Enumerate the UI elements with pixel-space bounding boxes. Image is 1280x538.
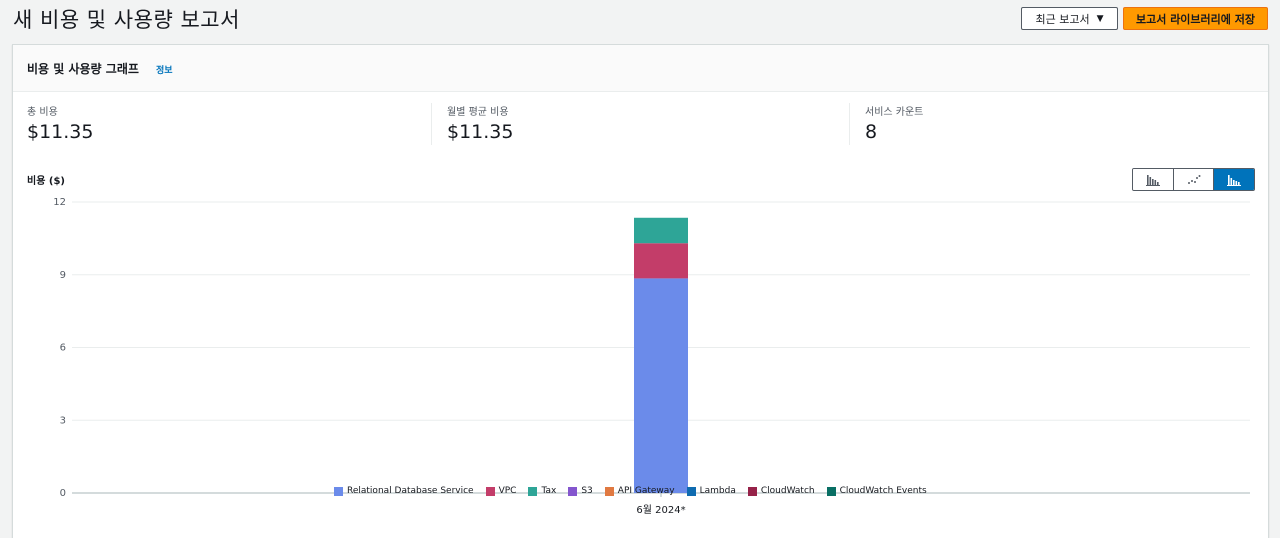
- bar-segment-vpc[interactable]: [634, 243, 688, 279]
- x-tick-label: 6월 2024*: [636, 504, 685, 516]
- metric-value: 8: [865, 121, 878, 143]
- bar-chart-icon: [1145, 174, 1160, 186]
- metric-service-count: 서비스 카운트 8: [865, 103, 923, 143]
- chart-legend: Relational Database Service VPC Tax S3 API G…: [334, 486, 939, 496]
- legend-label: Relational Database Service: [347, 486, 474, 496]
- legend-item[interactable]: Lambda: [686, 486, 736, 496]
- page-title: 새 비용 및 사용량 보고서: [13, 8, 240, 32]
- metric-monthly-average: 월별 평균 비용 $11.35: [447, 103, 513, 143]
- metric-divider: [849, 103, 850, 145]
- panel-title: 비용 및 사용량 그래프: [27, 62, 139, 76]
- metric-value: $11.35: [447, 121, 514, 143]
- y-tick-label: 6: [60, 343, 66, 354]
- legend-item[interactable]: VPC: [485, 486, 517, 496]
- legend-label: CloudWatch Events: [839, 486, 927, 496]
- legend-item[interactable]: CloudWatch: [747, 486, 815, 496]
- legend-swatch: [568, 486, 578, 496]
- legend-swatch: [528, 486, 538, 496]
- legend-label: API Gateway: [617, 486, 675, 496]
- legend-label: VPC: [498, 486, 517, 496]
- legend-label: S3: [581, 486, 593, 496]
- metric-label: 서비스 카운트: [865, 107, 924, 118]
- legend-swatch: [604, 486, 614, 496]
- legend-swatch: [747, 486, 757, 496]
- legend-swatch: [485, 486, 495, 496]
- legend-label: CloudWatch: [760, 486, 815, 496]
- legend-item[interactable]: Tax: [528, 486, 556, 496]
- chart-y-axis-label: 비용 ($): [27, 176, 65, 187]
- bar-chart-button[interactable]: [1133, 169, 1174, 190]
- metric-total-cost: 총 비용 $11.35: [27, 103, 93, 143]
- legend-label: Lambda: [699, 486, 736, 496]
- y-tick-label: 9: [60, 270, 66, 281]
- y-tick-label: 12: [53, 197, 66, 208]
- chart-type-toggle: [1132, 168, 1255, 191]
- panel-header: 비용 및 사용량 그래프 정보: [13, 45, 1268, 92]
- line-chart-icon: [1187, 174, 1200, 184]
- stacked-bar-chart-button[interactable]: [1214, 169, 1254, 190]
- legend-swatch: [826, 486, 836, 496]
- metric-divider: [431, 103, 432, 145]
- recent-reports-dropdown[interactable]: 최근 보고서 ▼: [1021, 7, 1118, 30]
- metric-value: $11.35: [27, 121, 94, 143]
- info-link[interactable]: 정보: [156, 66, 173, 76]
- legend-label: Tax: [541, 486, 557, 496]
- line-chart-button[interactable]: [1173, 169, 1215, 190]
- legend-item[interactable]: CloudWatch Events: [826, 486, 927, 496]
- y-tick-label: 0: [60, 488, 66, 499]
- recent-reports-label: 최근 보고서: [1035, 12, 1090, 26]
- legend-item[interactable]: API Gateway: [604, 486, 675, 496]
- caret-down-icon: ▼: [1096, 13, 1104, 24]
- legend-swatch: [334, 486, 343, 496]
- stacked-bar-chart-icon: [1227, 174, 1242, 186]
- bar-segment-relational-database-service[interactable]: [634, 278, 688, 493]
- bar-segment-tax[interactable]: [634, 217, 688, 244]
- metric-label: 총 비용: [27, 107, 58, 118]
- y-tick-label: 3: [60, 415, 66, 426]
- metric-label: 월별 평균 비용: [447, 107, 509, 118]
- save-to-library-button[interactable]: 보고서 라이브러리에 저장: [1123, 7, 1268, 30]
- legend-swatch: [686, 486, 696, 496]
- legend-item[interactable]: S3: [568, 486, 593, 496]
- legend-item[interactable]: Relational Database Service: [334, 486, 474, 496]
